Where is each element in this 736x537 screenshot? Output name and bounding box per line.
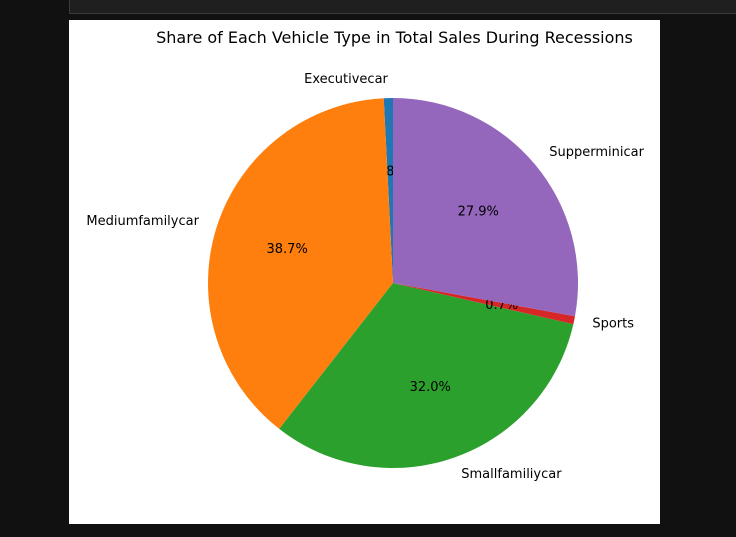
slice-percent-label: 27.9% [458,204,499,219]
slice-label: Sports [592,316,634,331]
pie-slice-supperminicar [393,98,578,317]
slice-label: Smallfamiliycar [461,467,562,482]
pie-slice-mediumfamilycar [208,98,393,429]
pie-slice-sports [393,283,575,325]
slice-label: Supperminicar [549,145,644,160]
pie-slice-executivecar [383,98,393,283]
chart-title: Share of Each Vehicle Type in Total Sale… [156,28,633,47]
pie-slice-smallfamiliycar [279,283,574,468]
slice-percent-label: 32.0% [410,380,451,395]
slice-percent-label: 38.7% [267,242,308,257]
slice-label: Executivecar [304,72,388,87]
pie-chart: Executivecar0.8%Mediumfamilycar38.7%Smal… [86,72,644,482]
chart-figure: Share of Each Vehicle Type in Total Sale… [69,20,660,524]
slice-label: Mediumfamilycar [86,214,199,229]
window-top-bar [69,0,736,14]
